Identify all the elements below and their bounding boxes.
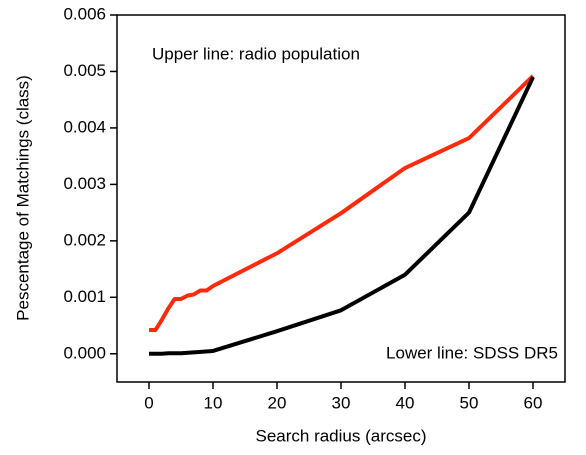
annotation: Upper line: radio population [152, 44, 360, 63]
y-tick-label: 0.006 [63, 4, 106, 23]
y-tick-label: 0.005 [63, 61, 106, 80]
y-tick-label: 0.002 [63, 230, 106, 249]
annotation: Lower line: SDSS DR5 [386, 343, 558, 362]
data-line [149, 74, 535, 333]
y-tick-label: 0.001 [63, 287, 106, 306]
y-tick-label: 0.004 [63, 117, 106, 136]
x-tick-label: 50 [460, 393, 479, 412]
x-axis-label: Search radius (arcsec) [255, 426, 426, 445]
data-line [149, 76, 535, 356]
y-tick-label: 0.000 [63, 343, 106, 362]
y-axis-label: Pescentage of Matchings (class) [13, 75, 32, 321]
y-tick-label: 0.003 [63, 174, 106, 193]
plot-frame [116, 14, 566, 383]
x-tick-label: 20 [268, 393, 287, 412]
x-tick-label: 30 [332, 393, 351, 412]
x-tick-label: 0 [144, 393, 153, 412]
x-tick-label: 10 [204, 393, 223, 412]
x-tick-label: 60 [524, 393, 543, 412]
x-tick-label: 40 [396, 393, 415, 412]
